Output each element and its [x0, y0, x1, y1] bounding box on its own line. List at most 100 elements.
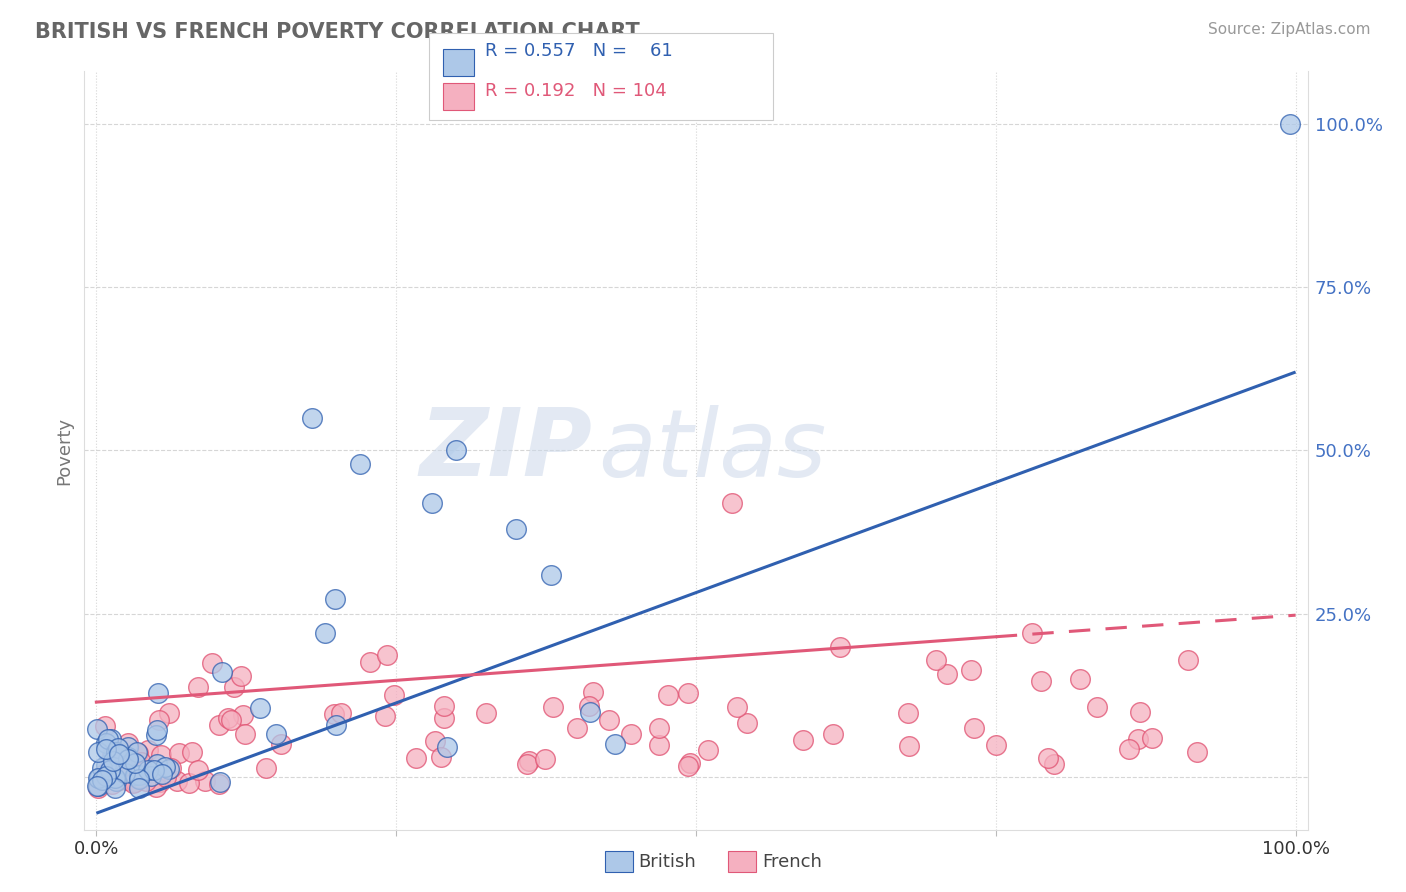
Point [100, 764, 122, 778]
Point [516, 757, 538, 772]
Point [124, 768, 146, 782]
Point [127, 747, 149, 761]
Text: BRITISH VS FRENCH POVERTY CORRELATION CHART: BRITISH VS FRENCH POVERTY CORRELATION CH… [35, 22, 640, 42]
Point [120, 764, 142, 778]
Point [90, 761, 112, 775]
Point [114, 772, 136, 786]
Point [721, 496, 744, 510]
Point [823, 727, 845, 741]
Point [128, 780, 150, 795]
Point [725, 700, 748, 714]
Point [475, 706, 498, 720]
Point [149, 747, 172, 762]
Point [828, 640, 851, 654]
Point [128, 767, 150, 781]
Point [219, 713, 242, 727]
Point [1029, 674, 1052, 689]
Point [405, 751, 427, 765]
Point [382, 688, 405, 702]
Point [208, 718, 231, 732]
Point [1036, 750, 1059, 764]
Point [150, 767, 173, 781]
Point [115, 772, 138, 787]
Point [420, 496, 443, 510]
Point [534, 752, 557, 766]
Point [325, 718, 347, 732]
Point [90, 772, 112, 787]
Point [1043, 756, 1066, 771]
Point [117, 752, 139, 766]
Point [94, 736, 117, 750]
Point [100, 747, 122, 761]
Point [146, 723, 169, 738]
Point [935, 666, 957, 681]
Point [100, 761, 122, 775]
Point [87, 771, 110, 785]
Point [963, 721, 986, 735]
Point [110, 772, 132, 786]
Point [678, 686, 700, 700]
Point [148, 714, 170, 728]
Text: French: French [762, 853, 823, 871]
Point [1021, 626, 1043, 640]
Point [145, 780, 167, 794]
Point [115, 752, 138, 766]
Point [541, 699, 564, 714]
Point [157, 706, 180, 720]
Point [925, 652, 948, 666]
Point [93, 766, 115, 780]
Point [117, 750, 139, 764]
Point [127, 745, 149, 759]
Text: Source: ZipAtlas.com: Source: ZipAtlas.com [1208, 22, 1371, 37]
Point [540, 568, 562, 582]
Point [444, 443, 467, 458]
Point [131, 756, 153, 770]
Point [598, 713, 620, 727]
Point [349, 457, 371, 471]
Point [1177, 652, 1199, 666]
Point [86, 722, 108, 736]
Point [1128, 731, 1150, 746]
Point [155, 770, 177, 784]
Point [1085, 699, 1108, 714]
Point [375, 648, 398, 663]
Point [146, 757, 169, 772]
Text: R = 0.192   N = 104: R = 0.192 N = 104 [485, 82, 666, 100]
Point [579, 705, 602, 719]
Point [323, 706, 346, 721]
Point [136, 763, 159, 777]
Point [603, 737, 626, 751]
Point [145, 728, 167, 742]
Point [105, 774, 128, 789]
Point [735, 716, 758, 731]
Point [187, 763, 209, 777]
Point [86, 780, 108, 795]
Point [179, 776, 201, 790]
Point [960, 663, 983, 677]
Point [86, 771, 108, 785]
Point [436, 739, 458, 754]
Point [122, 775, 145, 789]
Point [792, 732, 814, 747]
Point [301, 410, 323, 425]
Point [96, 741, 118, 756]
Point [433, 698, 456, 713]
Point [128, 772, 150, 787]
Point [1118, 742, 1140, 756]
Point [517, 754, 540, 768]
Point [157, 762, 180, 776]
Point [104, 773, 127, 788]
Point [648, 722, 671, 736]
Point [423, 734, 446, 748]
Point [136, 743, 159, 757]
Y-axis label: Poverty: Poverty [55, 417, 73, 484]
Point [359, 656, 381, 670]
Point [898, 739, 921, 753]
Point [207, 777, 229, 791]
Point [678, 756, 700, 770]
Text: atlas: atlas [598, 405, 827, 496]
Point [159, 761, 181, 775]
Point [505, 522, 527, 536]
Point [124, 775, 146, 789]
Point [104, 781, 127, 796]
